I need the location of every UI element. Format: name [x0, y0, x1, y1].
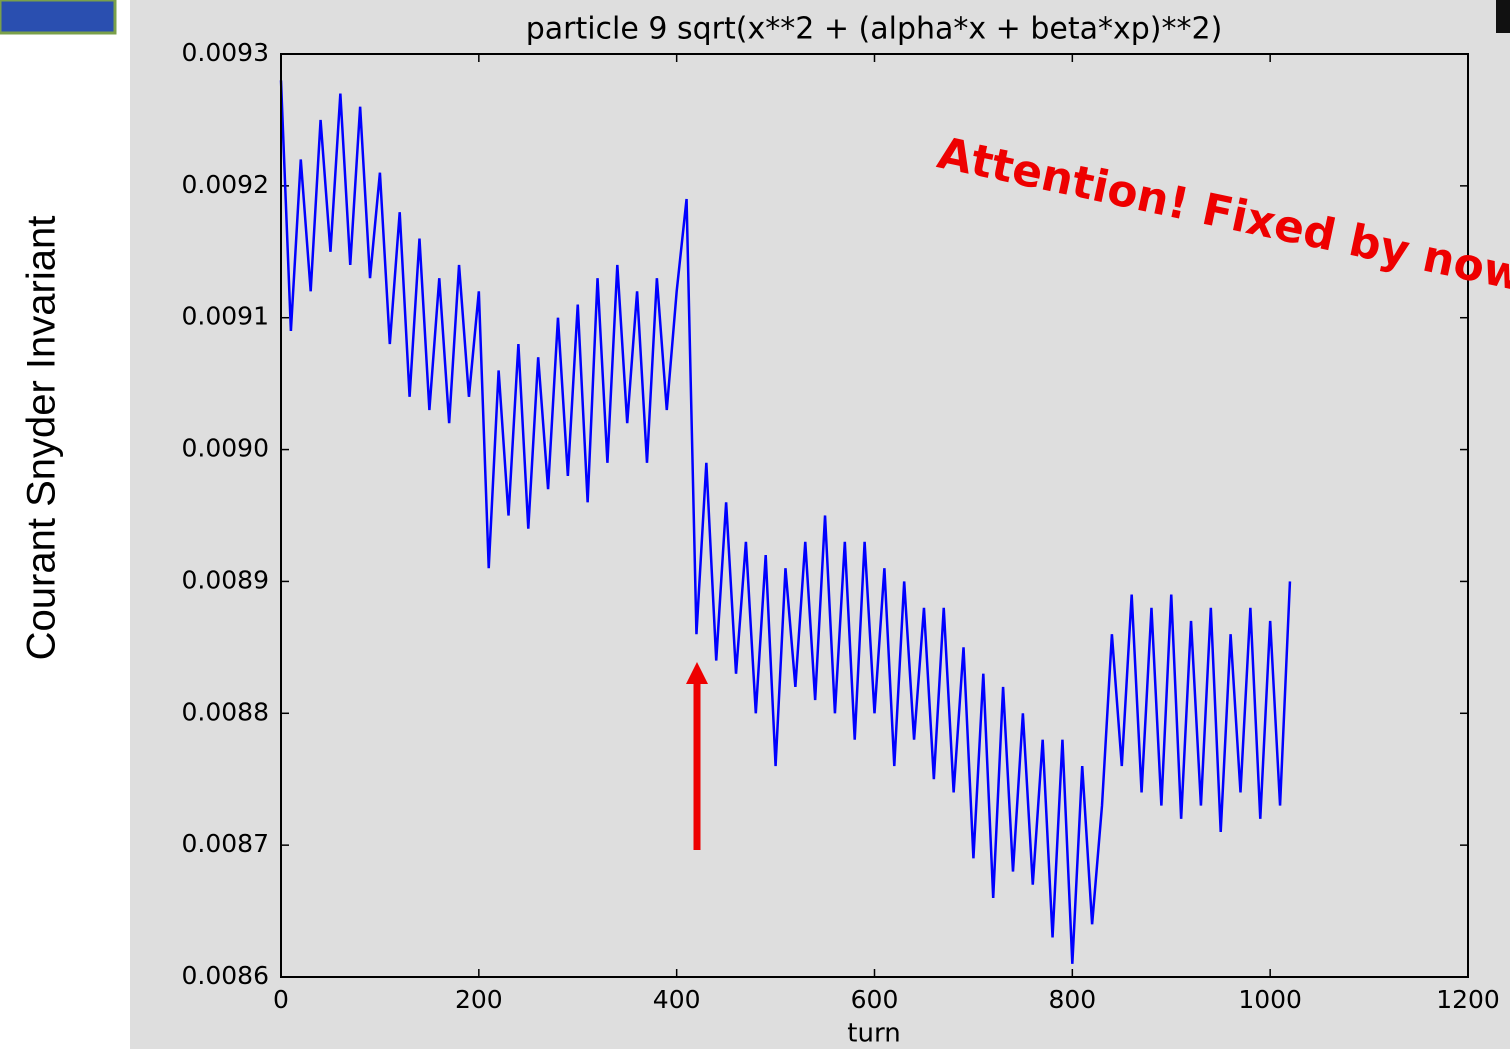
y-tick-label: 0.0091: [182, 302, 269, 331]
x-tick-label: 0: [273, 985, 289, 1014]
y-tick-label: 0.0090: [182, 434, 269, 463]
axes-background: [281, 54, 1468, 977]
chart-title: particle 9 sqrt(x**2 + (alpha*x + beta*x…: [526, 12, 1223, 47]
y-tick-label: 0.0088: [182, 697, 269, 726]
logo-fragment: [0, 0, 117, 35]
y-tick-label: 0.0089: [182, 565, 269, 594]
x-tick-label: 400: [653, 985, 701, 1014]
data-line: [279, 80, 1292, 964]
y-axis-label: Courant Snyder Invariant: [20, 216, 64, 661]
x-tick-label: 600: [851, 985, 899, 1014]
y-tick-label: 0.0086: [182, 961, 269, 990]
x-axis-label: turn: [847, 1019, 900, 1049]
y-tick-label: 0.0087: [182, 829, 269, 858]
plot-area: 0 200 400 600 800 1000 1200 0.0086 0.0087 0.0088 0…: [182, 38, 1500, 1014]
axes-frame: [280, 53, 1469, 978]
x-tick-label: 800: [1048, 985, 1096, 1014]
y-tick-label: 0.0092: [182, 170, 269, 199]
arrow-head: [686, 662, 708, 684]
corner-block: [1496, 0, 1510, 33]
x-tick-label: 1000: [1238, 985, 1302, 1014]
x-tick-label: 200: [455, 985, 503, 1014]
x-tick-label: 1200: [1436, 985, 1500, 1014]
y-tick-label: 0.0093: [182, 38, 269, 67]
